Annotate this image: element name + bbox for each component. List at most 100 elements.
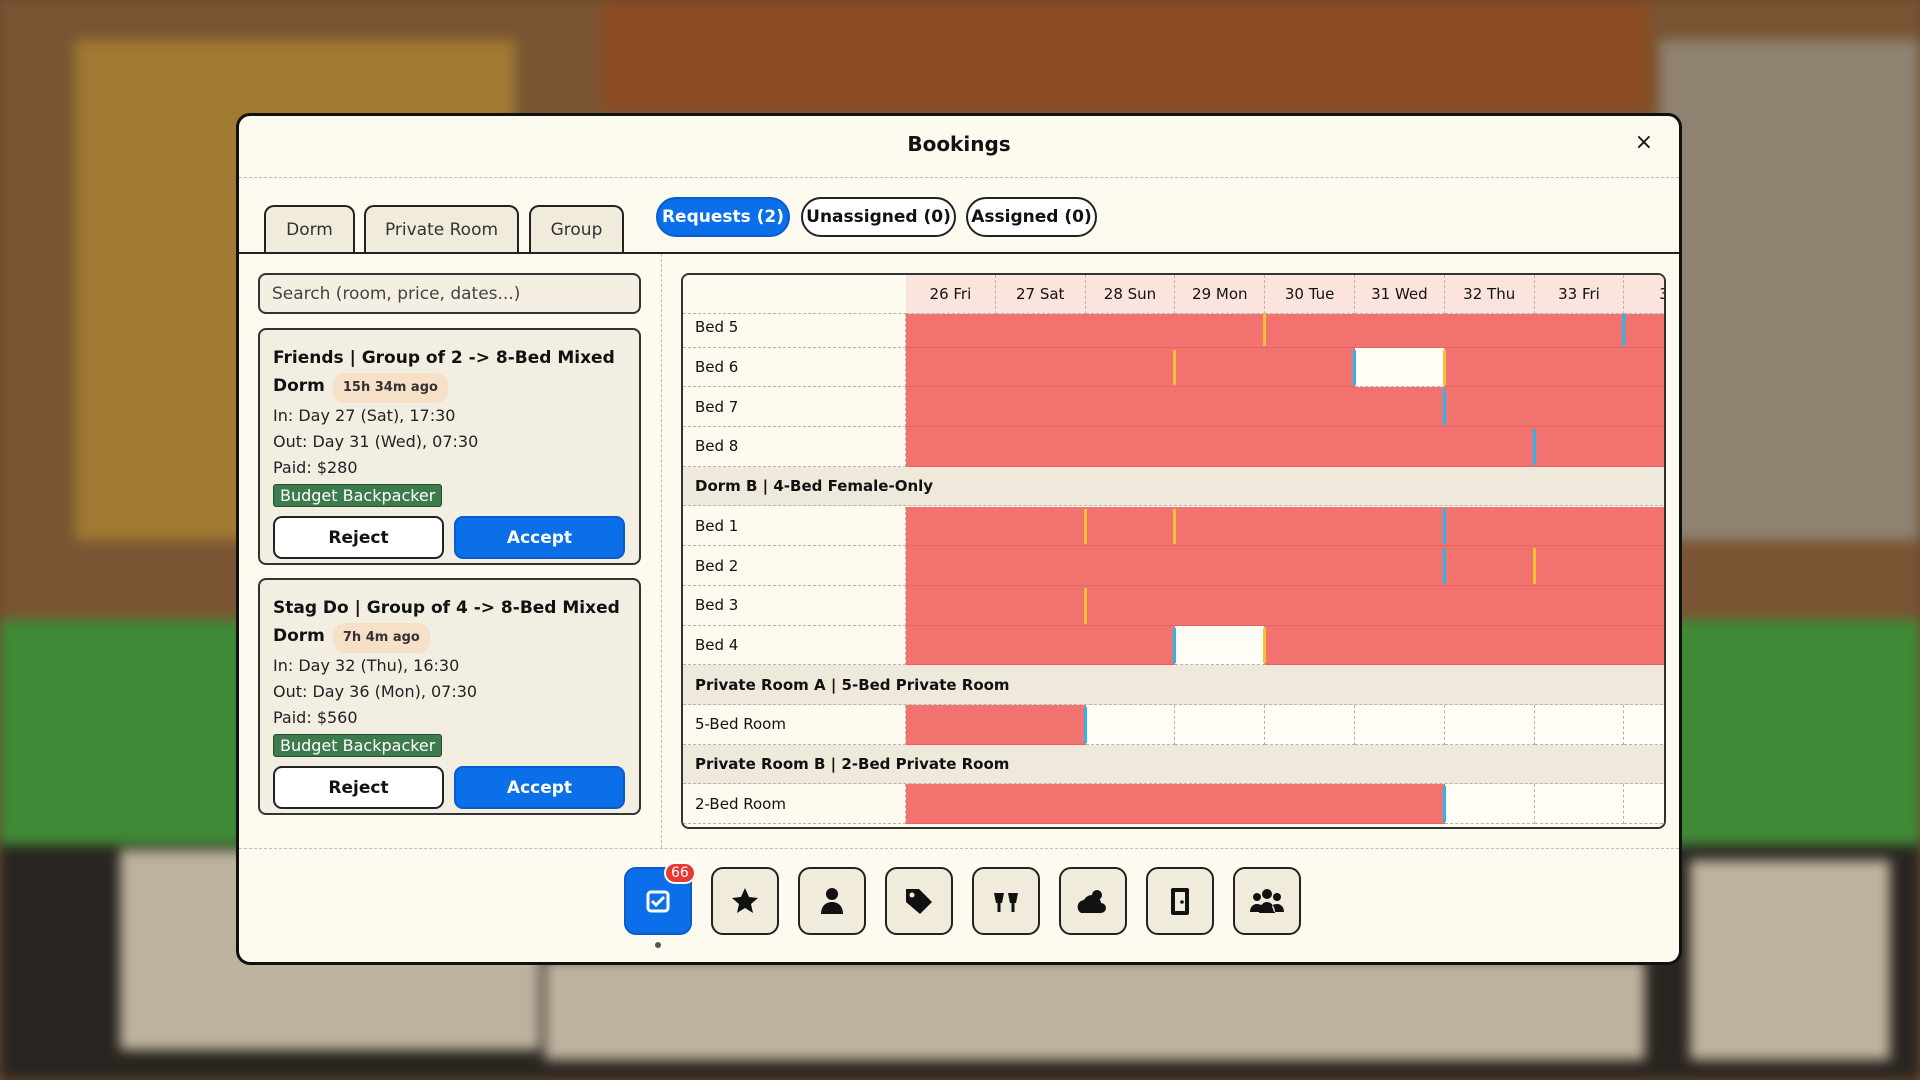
booked-slot[interactable] xyxy=(906,347,996,388)
booked-slot[interactable] xyxy=(1175,784,1266,825)
booked-slot[interactable] xyxy=(1085,546,1176,586)
booked-slot[interactable] xyxy=(906,427,996,467)
booked-slot[interactable] xyxy=(1175,585,1266,626)
booked-slot[interactable] xyxy=(1355,546,1445,586)
free-slot[interactable] xyxy=(1175,625,1266,666)
accept-button[interactable]: Accept xyxy=(454,766,625,809)
booked-slot[interactable] xyxy=(1265,347,1355,388)
request-tab[interactable]: Requests (2) xyxy=(656,197,790,237)
booked-slot[interactable] xyxy=(906,625,996,666)
booked-slot[interactable] xyxy=(1444,506,1535,547)
booked-slot[interactable] xyxy=(1265,427,1355,467)
booked-slot[interactable] xyxy=(1085,585,1176,626)
booked-slot[interactable] xyxy=(1355,784,1445,825)
booked-slot[interactable] xyxy=(1265,546,1355,586)
booked-slot[interactable] xyxy=(1175,506,1266,547)
booked-slot[interactable] xyxy=(1175,308,1266,348)
booked-slot[interactable] xyxy=(1624,546,1664,586)
booked-slot[interactable] xyxy=(1624,506,1664,547)
booked-slot[interactable] xyxy=(1355,308,1445,348)
booked-slot[interactable] xyxy=(1085,427,1176,467)
booked-slot[interactable] xyxy=(1175,427,1266,467)
free-slot[interactable] xyxy=(1534,784,1625,825)
booked-slot[interactable] xyxy=(1175,546,1266,586)
booked-slot[interactable] xyxy=(1534,427,1625,467)
booked-slot[interactable] xyxy=(906,308,996,348)
booked-slot[interactable] xyxy=(1085,347,1176,388)
booked-slot[interactable] xyxy=(1534,308,1625,348)
request-tab[interactable]: Unassigned (0) xyxy=(801,197,956,237)
booked-slot[interactable] xyxy=(1624,308,1664,348)
booked-slot[interactable] xyxy=(1624,427,1664,467)
booked-slot[interactable] xyxy=(1444,546,1535,586)
booked-slot[interactable] xyxy=(1265,784,1355,825)
booked-slot[interactable] xyxy=(1444,585,1535,626)
booked-slot[interactable] xyxy=(1265,506,1355,547)
booked-slot[interactable] xyxy=(1534,585,1625,626)
booked-slot[interactable] xyxy=(1085,625,1176,666)
booked-slot[interactable] xyxy=(1534,347,1625,388)
booked-slot[interactable] xyxy=(1444,625,1535,666)
booked-slot[interactable] xyxy=(995,506,1086,547)
reject-button[interactable]: Reject xyxy=(273,516,444,559)
booked-slot[interactable] xyxy=(1444,427,1535,467)
free-slot[interactable] xyxy=(1085,705,1176,745)
booked-slot[interactable] xyxy=(1085,506,1176,547)
booked-slot[interactable] xyxy=(906,546,996,586)
booked-slot[interactable] xyxy=(906,585,996,626)
booked-slot[interactable] xyxy=(1355,427,1445,467)
booked-slot[interactable] xyxy=(1624,625,1664,666)
booked-slot[interactable] xyxy=(906,387,996,428)
room-tab[interactable]: Private Room xyxy=(364,205,519,252)
free-slot[interactable] xyxy=(1265,705,1355,745)
nav-button[interactable] xyxy=(1233,867,1301,935)
booked-slot[interactable] xyxy=(1534,546,1625,586)
nav-button[interactable] xyxy=(711,867,779,935)
booked-slot[interactable] xyxy=(995,625,1086,666)
booked-slot[interactable] xyxy=(995,427,1086,467)
booked-slot[interactable] xyxy=(1265,625,1355,666)
booked-slot[interactable] xyxy=(1624,347,1664,388)
booked-slot[interactable] xyxy=(1085,784,1176,825)
booked-slot[interactable] xyxy=(906,705,996,745)
booked-slot[interactable] xyxy=(1085,387,1176,428)
booked-slot[interactable] xyxy=(906,784,996,825)
free-slot[interactable] xyxy=(1624,705,1664,745)
free-slot[interactable] xyxy=(1534,705,1625,745)
booked-slot[interactable] xyxy=(995,387,1086,428)
booked-slot[interactable] xyxy=(1444,308,1535,348)
free-slot[interactable] xyxy=(1444,784,1535,825)
booked-slot[interactable] xyxy=(906,506,996,547)
booked-slot[interactable] xyxy=(1085,308,1176,348)
booked-slot[interactable] xyxy=(1534,387,1625,428)
nav-button[interactable] xyxy=(885,867,953,935)
booked-slot[interactable] xyxy=(995,784,1086,825)
search-input[interactable]: Search (room, price, dates...) xyxy=(258,273,641,314)
booked-slot[interactable] xyxy=(1175,387,1266,428)
booked-slot[interactable] xyxy=(1265,308,1355,348)
reject-button[interactable]: Reject xyxy=(273,766,444,809)
booked-slot[interactable] xyxy=(995,308,1086,348)
close-button[interactable]: × xyxy=(1634,130,1653,155)
booked-slot[interactable] xyxy=(1444,387,1535,428)
booked-slot[interactable] xyxy=(1355,506,1445,547)
booked-slot[interactable] xyxy=(1355,585,1445,626)
free-slot[interactable] xyxy=(1355,705,1445,745)
free-slot[interactable] xyxy=(1624,784,1664,825)
room-tab[interactable]: Group xyxy=(529,205,624,252)
booked-slot[interactable] xyxy=(995,347,1086,388)
booked-slot[interactable] xyxy=(1444,347,1535,388)
booked-slot[interactable] xyxy=(1175,347,1266,388)
booked-slot[interactable] xyxy=(995,585,1086,626)
booked-slot[interactable] xyxy=(1265,585,1355,626)
booked-slot[interactable] xyxy=(995,546,1086,586)
request-tab[interactable]: Assigned (0) xyxy=(966,197,1097,237)
nav-button[interactable] xyxy=(972,867,1040,935)
room-tab[interactable]: Dorm xyxy=(264,205,355,252)
nav-button[interactable] xyxy=(1146,867,1214,935)
booked-slot[interactable] xyxy=(1624,387,1664,428)
free-slot[interactable] xyxy=(1444,705,1535,745)
booked-slot[interactable] xyxy=(995,705,1086,745)
booked-slot[interactable] xyxy=(1355,625,1445,666)
nav-button[interactable] xyxy=(798,867,866,935)
